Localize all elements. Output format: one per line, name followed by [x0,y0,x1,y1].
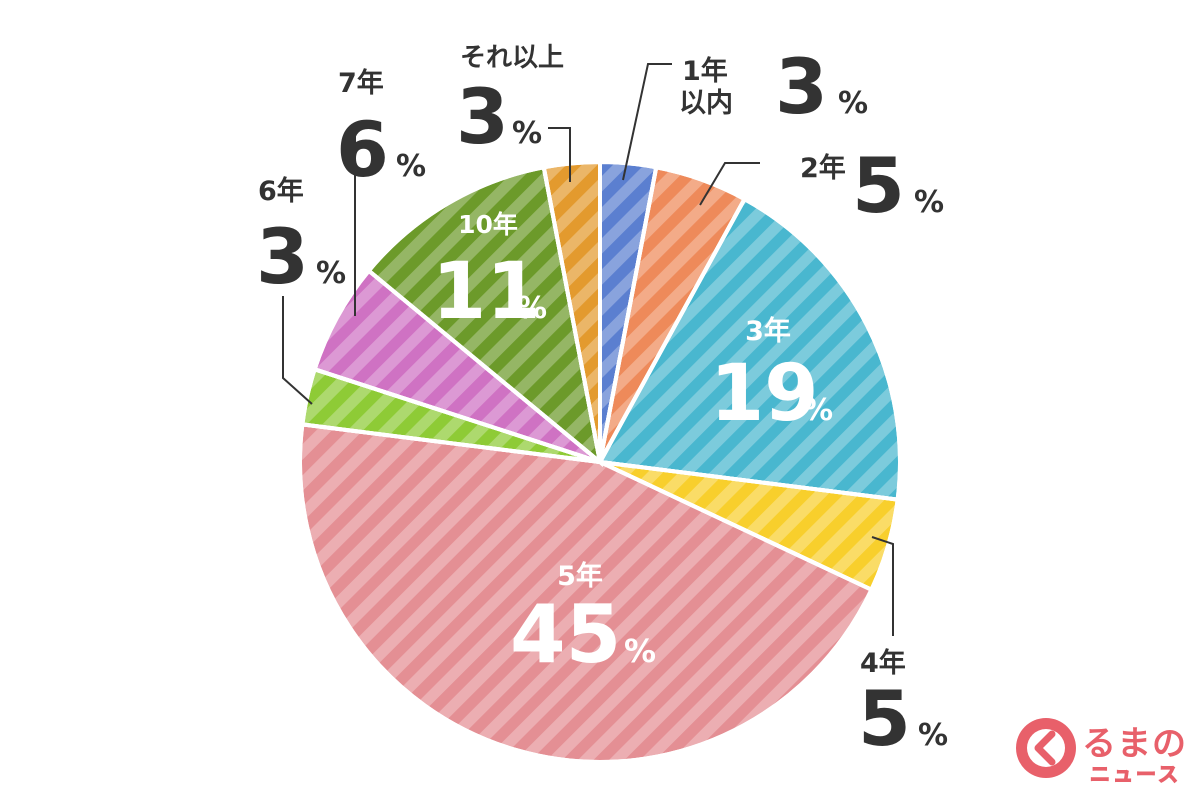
label-slice-4-value: 5 [858,674,911,763]
label-slice-4-percent-sign: % [918,718,948,753]
label-slice-9-value: 3 [456,72,509,161]
label-slice-8-category: 10年 [458,210,518,239]
label-slice-7-percent-sign: % [396,149,426,184]
label-slice-2-percent-sign: % [914,185,944,220]
label-slice-2-value: 5 [852,141,905,230]
leader-line-slice-2 [699,162,760,206]
leader-line-slice-6 [282,296,313,405]
pie-slice-3-stripes [596,196,902,502]
logo-mark-icon [1016,718,1076,778]
label-slice-2-category: 2年 [800,152,846,184]
pie-slice-9-stripes [541,159,602,463]
label-slice-5-percent-sign: % [624,632,656,670]
label-slice-7-category: 7年 [338,67,384,99]
label-slice-8: 10年 11% [432,210,547,337]
label-slice-9-percent-sign: % [512,116,542,151]
label-slice-4: 4年5% [858,647,948,763]
label-slice-4-category: 4年 [860,647,906,679]
label-slice-5-category: 5年 [557,560,603,592]
kurumano-news-logo: るまの ニュース [1010,712,1190,792]
label-slice-6-category: 6年 [258,175,304,207]
label-slice-3-value: 19 [710,349,819,439]
pie-slice-8-stripes [366,164,604,468]
label-slice-9-category: それ以上 [460,43,564,73]
label-slice-8-value: 11 [432,247,541,337]
leader-line-slice-1 [622,63,672,181]
label-slice-6-percent-sign: % [316,256,346,291]
label-slice-2: 2年 5% [800,141,944,230]
leader-line-slice-4 [871,536,894,636]
label-slice-1-percent-sign: % [838,86,868,121]
label-slice-6-value: 3 [256,212,309,301]
leader-line-slice-9 [548,127,571,182]
label-slice-8-percent-sign: % [517,291,547,326]
pie-slice-5-stripes [298,422,875,764]
logo-subtitle: ニュース [1089,761,1181,786]
label-slice-1-value: 3 [775,42,828,131]
logo-name: るまの [1082,724,1187,764]
label-slice-7-value: 6 [336,105,389,194]
label-slice-3-category: 3年 [745,315,791,347]
label-slice-7: 7年 6% [336,67,426,194]
label-slice-1-category-line-2: 以内 [679,88,733,119]
label-slice-6: 6年 3% [256,175,346,301]
label-slice-5-value: 45 [510,588,621,681]
label-slice-1-category-line-1: 1年 [682,55,728,87]
label-slice-3-percent-sign: % [803,393,833,428]
